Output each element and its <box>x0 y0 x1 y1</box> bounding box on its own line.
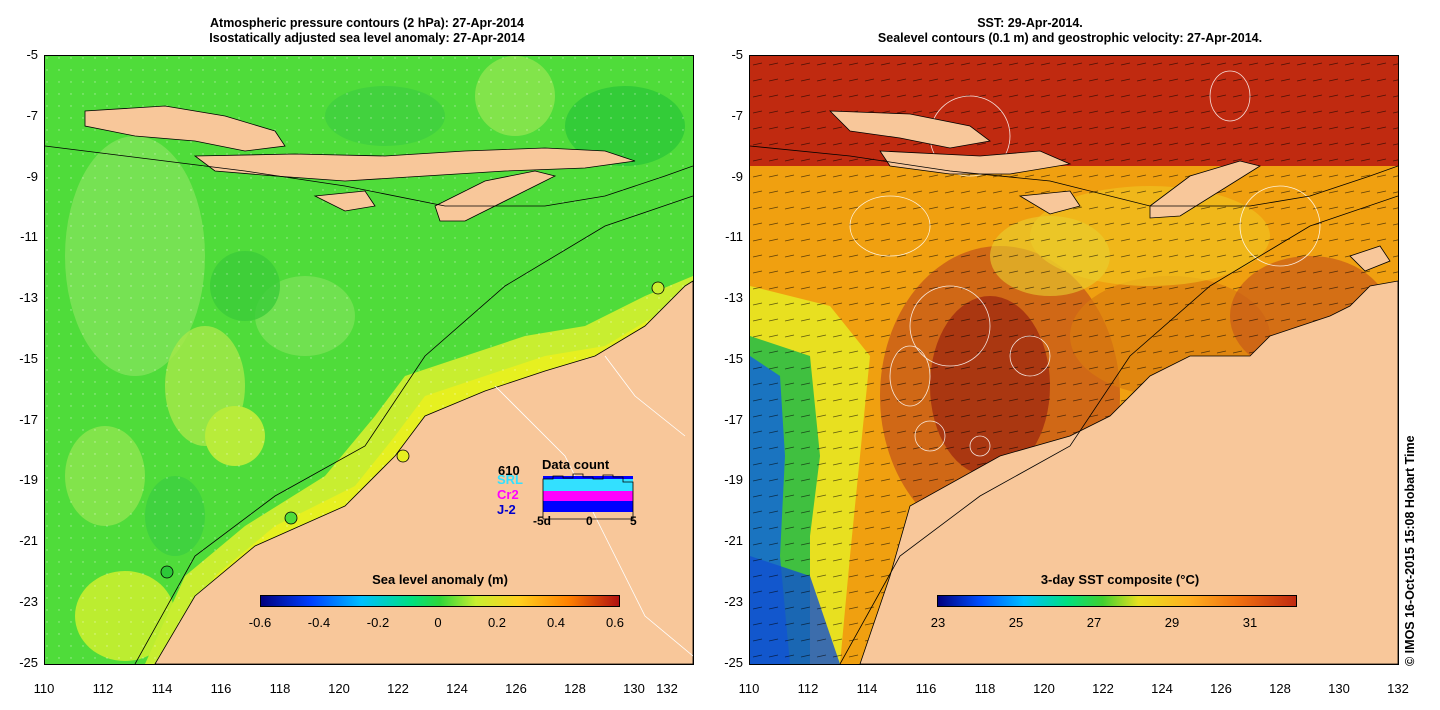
right-ytick: -19 <box>724 472 743 487</box>
credit-text: © IMOS 16-Oct-2015 15:08 Hobart Time <box>1403 435 1417 666</box>
right-xtick: 112 <box>797 681 819 696</box>
timor-island <box>434 170 557 222</box>
right-ytick: -23 <box>724 594 743 609</box>
nusa-tenggara-islands <box>193 147 636 182</box>
left-ytick: -23 <box>19 594 38 609</box>
left-colorbar <box>260 595 620 607</box>
right-ytick: -15 <box>724 351 743 366</box>
left-xtick: 114 <box>151 681 173 696</box>
java-island-sst <box>828 110 991 149</box>
tide-gauge-2[interactable] <box>396 449 410 463</box>
right-xtick: 118 <box>974 681 996 696</box>
data-count-label-j2: J-2 <box>497 502 516 517</box>
left-ytick: -25 <box>19 655 38 670</box>
right-xtick: 132 <box>1387 681 1409 696</box>
right-xtick: 114 <box>856 681 878 696</box>
left-ytick: -5 <box>26 47 38 62</box>
left-ytick: -19 <box>19 472 38 487</box>
data-count-label-cr2: Cr2 <box>497 487 519 502</box>
java-island <box>84 105 286 152</box>
right-ytick: -9 <box>731 169 743 184</box>
sst-map[interactable] <box>749 55 1399 665</box>
right-xtick: 126 <box>1210 681 1232 696</box>
sumba-island <box>313 190 376 212</box>
left-ytick: -9 <box>26 169 38 184</box>
right-ytick: -11 <box>725 229 743 244</box>
left-xtick: 130 <box>623 681 645 696</box>
tide-gauge-4[interactable] <box>160 565 174 579</box>
sumba-island-sst <box>1018 190 1081 215</box>
left-xtick: 128 <box>564 681 586 696</box>
left-colorbar-tick: -0.2 <box>366 615 390 630</box>
left-colorbar-tick: 0.4 <box>546 615 566 630</box>
left-title-line2: Isostatically adjusted sea level anomaly… <box>209 31 525 45</box>
right-colorbar <box>937 595 1297 607</box>
left-xtick: 126 <box>505 681 527 696</box>
right-ytick: -13 <box>724 290 743 305</box>
nusa-tenggara-islands-sst <box>879 150 1072 175</box>
left-colorbar-tick: 0.6 <box>605 615 625 630</box>
left-ytick: -17 <box>19 412 38 427</box>
sea-level-anomaly-map[interactable] <box>44 55 694 665</box>
right-xtick: 128 <box>1269 681 1291 696</box>
right-colorbar-title: 3-day SST composite (°C) <box>1040 572 1200 587</box>
left-ytick: -15 <box>19 351 38 366</box>
timor-island-sst <box>1149 160 1262 219</box>
right-ytick: -17 <box>724 412 743 427</box>
data-count-title: Data count <box>542 457 610 472</box>
data-count-axis-zero: 0 <box>586 514 593 528</box>
right-ytick: -21 <box>724 533 743 548</box>
right-ytick: -5 <box>731 47 743 62</box>
left-colorbar-tick: 0.2 <box>487 615 507 630</box>
right-title-line1: SST: 29-Apr-2014. <box>977 16 1083 30</box>
australia-land <box>154 280 693 664</box>
left-xtick: 116 <box>210 681 232 696</box>
left-xtick: 120 <box>328 681 350 696</box>
left-xtick: 118 <box>269 681 291 696</box>
right-xtick: 122 <box>1092 681 1114 696</box>
sea-level-anomaly-map-svg <box>45 56 693 664</box>
right-colorbar-tick: 23 <box>930 615 946 630</box>
left-colorbar-tick: -0.4 <box>307 615 331 630</box>
right-title-line2: Sealevel contours (0.1 m) and geostrophi… <box>877 31 1263 45</box>
australia-land-sst <box>859 280 1398 664</box>
right-xtick: 116 <box>915 681 937 696</box>
left-colorbar-tick: 0 <box>434 615 442 630</box>
data-count-label-610: 610 <box>498 463 520 478</box>
left-colorbar-tick: -0.6 <box>248 615 272 630</box>
data-count-histogram <box>542 473 634 520</box>
left-xtick: 112 <box>92 681 114 696</box>
left-xtick: 110 <box>33 681 55 696</box>
left-xtick: 124 <box>446 681 468 696</box>
right-ytick: -25 <box>724 655 743 670</box>
data-count-axis-start: -5d <box>533 514 551 528</box>
right-xtick: 124 <box>1151 681 1173 696</box>
left-xtick: 132 <box>656 681 678 696</box>
left-title-line1: Atmospheric pressure contours (2 hPa): 2… <box>210 16 524 30</box>
right-colorbar-tick: 27 <box>1086 615 1102 630</box>
right-xtick: 130 <box>1328 681 1350 696</box>
tiwi-islands-sst <box>1349 245 1391 272</box>
right-xtick: 120 <box>1033 681 1055 696</box>
right-colorbar-tick: 25 <box>1008 615 1024 630</box>
left-ytick: -11 <box>20 229 38 244</box>
right-colorbar-tick: 31 <box>1242 615 1258 630</box>
data-count-label-srl: SRL <box>497 472 523 487</box>
left-colorbar-title: Sea level anomaly (m) <box>372 572 508 587</box>
sst-map-svg <box>750 56 1398 664</box>
left-ytick: -21 <box>19 533 38 548</box>
left-ytick: -13 <box>19 290 38 305</box>
tide-gauge-1[interactable] <box>651 281 665 295</box>
tide-gauge-3[interactable] <box>284 511 298 525</box>
data-count-axis-end: 5 <box>630 514 637 528</box>
left-ytick: -7 <box>26 108 38 123</box>
right-xtick: 110 <box>738 681 760 696</box>
right-colorbar-tick: 29 <box>1164 615 1180 630</box>
left-xtick: 122 <box>387 681 409 696</box>
right-ytick: -7 <box>731 108 743 123</box>
